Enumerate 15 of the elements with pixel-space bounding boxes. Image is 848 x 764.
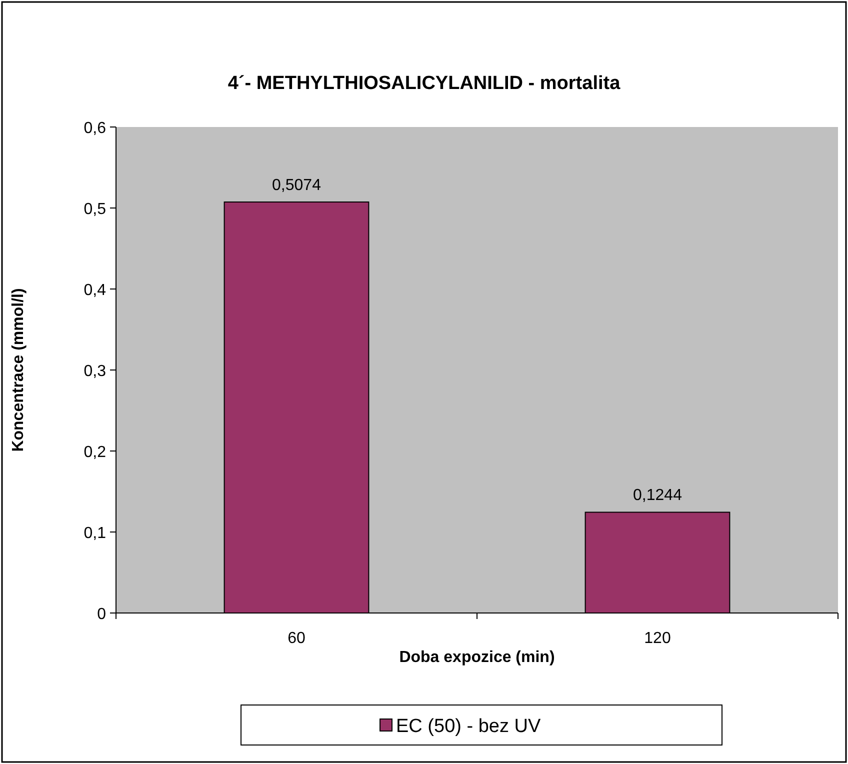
- legend-label: EC (50) - bez UV: [396, 716, 541, 737]
- y-axis-title: Koncentrace (mmol/l): [10, 288, 27, 452]
- y-tick-label: 0,6: [84, 120, 106, 137]
- x-axis-title: Doba expozice (min): [399, 649, 555, 666]
- y-tick-label: 0,3: [84, 363, 106, 380]
- y-tick-label: 0,2: [84, 444, 106, 461]
- y-tick-label: 0,5: [84, 201, 106, 218]
- y-tick-label: 0,4: [84, 282, 106, 299]
- x-tick-label: 120: [644, 630, 671, 647]
- chart-title: 4´- METHYLTHIOSALICYLANILID - mortalita: [228, 73, 621, 94]
- data-label: 0,5074: [272, 177, 322, 194]
- y-tick-label: 0: [97, 606, 106, 623]
- y-tick-label: 0,1: [84, 525, 106, 542]
- x-tick-label: 60: [288, 630, 306, 647]
- data-label: 0,1244: [633, 487, 682, 504]
